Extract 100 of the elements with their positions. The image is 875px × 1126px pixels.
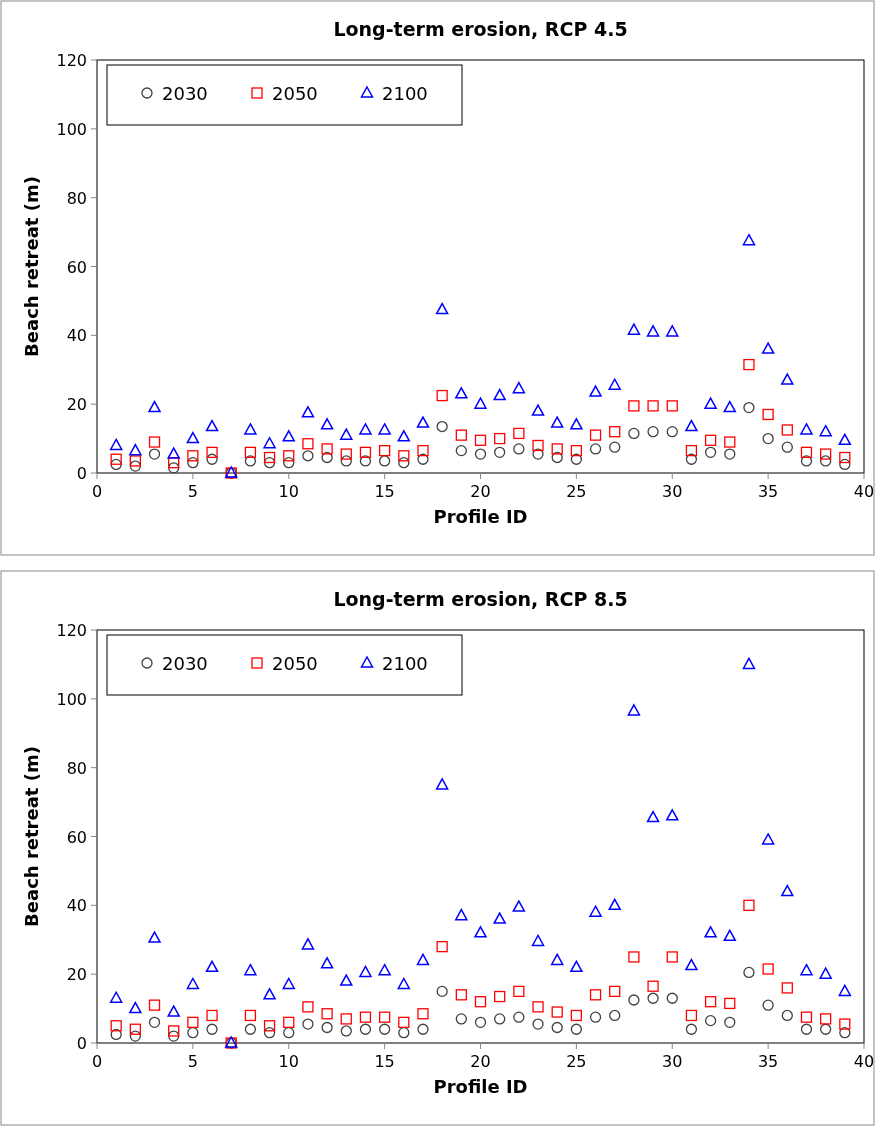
point: [378, 423, 391, 435]
point: [129, 1030, 141, 1042]
point: [704, 926, 717, 938]
legend-label: 2050: [272, 653, 318, 674]
point: [704, 446, 717, 458]
point: [417, 1023, 429, 1035]
point: [550, 953, 564, 966]
point: [206, 1023, 218, 1035]
point: [302, 1001, 314, 1013]
point: [666, 951, 678, 963]
point: [340, 455, 352, 467]
x-tick-label: 40: [853, 482, 875, 501]
point: [148, 400, 161, 413]
x-tick-label: 30: [662, 482, 683, 501]
x-axis-title: Profile ID: [433, 506, 528, 527]
point: [570, 418, 583, 430]
point: [302, 438, 314, 450]
point: [551, 1006, 563, 1018]
point: [513, 427, 525, 440]
point: [263, 1027, 276, 1039]
point: [551, 443, 563, 455]
point: [148, 436, 161, 448]
point: [762, 999, 774, 1011]
point: [474, 926, 487, 938]
y-tick-label: 40: [66, 326, 87, 346]
point: [148, 999, 161, 1011]
point: [282, 977, 295, 990]
point: [263, 437, 276, 449]
point: [109, 991, 123, 1004]
point: [205, 960, 219, 973]
point: [589, 443, 602, 455]
point: [320, 418, 334, 430]
point: [263, 457, 276, 469]
point: [320, 957, 334, 969]
point: [762, 408, 774, 421]
point: [340, 1025, 352, 1037]
point: [167, 447, 180, 459]
point: [685, 453, 698, 465]
point: [474, 434, 487, 446]
point: [474, 1016, 487, 1028]
point: [436, 420, 448, 433]
point: [244, 423, 257, 435]
point: [550, 416, 564, 428]
y-tick-label: 100: [56, 689, 87, 709]
point: [820, 455, 832, 467]
point: [743, 899, 755, 911]
x-tick-label: 20: [470, 482, 491, 501]
point: [647, 426, 659, 438]
point: [724, 436, 736, 448]
point: [646, 810, 660, 823]
point: [283, 450, 295, 462]
point: [742, 233, 756, 246]
point: [723, 929, 737, 942]
x-tick-label: 5: [187, 482, 198, 501]
point: [627, 323, 641, 335]
point: [283, 457, 295, 469]
point: [129, 1023, 141, 1035]
point: [455, 908, 468, 921]
point: [416, 416, 430, 428]
point: [608, 378, 621, 390]
point: [359, 446, 372, 458]
y-tick-label: 100: [56, 119, 87, 139]
point: [724, 1016, 736, 1028]
point: [206, 446, 218, 458]
y-tick-label: 120: [56, 51, 87, 70]
point: [321, 1021, 333, 1034]
point: [820, 1013, 832, 1025]
point: [724, 997, 736, 1010]
point: [704, 996, 717, 1008]
point: [800, 455, 813, 467]
point: [647, 992, 659, 1004]
point: [187, 450, 199, 462]
point: [378, 963, 391, 976]
point: [781, 373, 794, 385]
point: [398, 1027, 410, 1039]
point: [743, 401, 755, 414]
point: [609, 441, 621, 453]
x-tick-label: 0: [91, 482, 103, 501]
point: [628, 427, 640, 440]
point: [532, 439, 544, 452]
y-tick-label: 80: [66, 188, 87, 208]
point: [263, 1020, 276, 1032]
point: [512, 381, 526, 394]
x-tick-label: 5: [187, 1052, 198, 1071]
point: [474, 397, 487, 409]
point: [244, 446, 257, 458]
point: [839, 1018, 851, 1030]
point: [474, 448, 487, 460]
point: [493, 388, 506, 401]
point: [723, 400, 737, 413]
point: [282, 430, 295, 442]
point: [800, 963, 813, 976]
point: [609, 985, 621, 998]
x-tick-label: 35: [757, 482, 779, 501]
point: [570, 1009, 583, 1022]
y-tick-label: 0: [76, 464, 87, 483]
point: [570, 453, 583, 465]
x-tick-label: 15: [374, 1052, 395, 1071]
y-tick-label: 40: [66, 896, 87, 916]
point: [781, 424, 793, 436]
